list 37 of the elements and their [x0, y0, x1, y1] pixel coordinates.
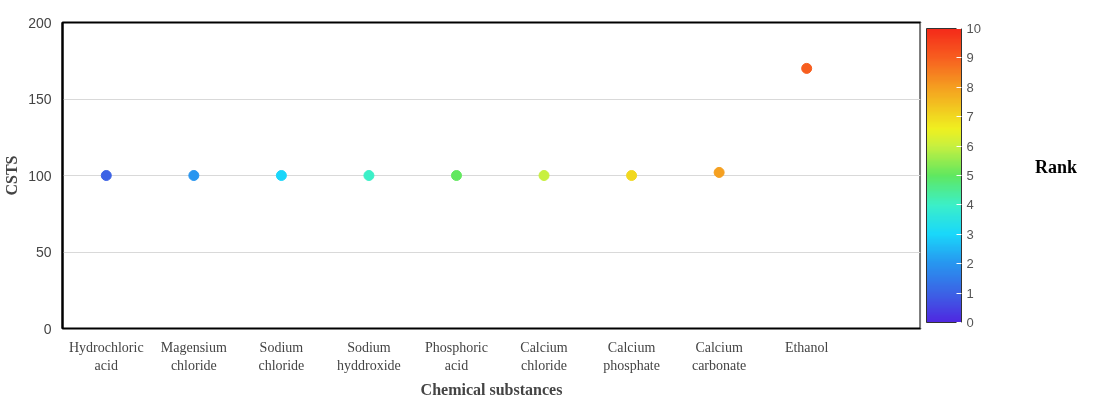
x-tick-label: Sodium chloride	[258, 339, 305, 373]
x-tick-label: Calcium chloride	[520, 339, 568, 373]
color-bar-label: 3	[966, 226, 974, 242]
y-axis-title: CSTS	[3, 155, 21, 196]
color-bar-label: 2	[966, 256, 974, 272]
y-tick-label: 50	[35, 244, 52, 260]
color-bar-title: Rank	[1035, 156, 1078, 179]
x-tick-label: Magensium chloride	[160, 339, 227, 373]
color-bar-label: 8	[966, 79, 974, 95]
point	[801, 62, 813, 74]
color-bar-label: 0	[966, 315, 974, 330]
x-tick-label: Sodium hyddroxide	[337, 339, 401, 373]
x-axis-title: Chemical substances	[420, 380, 563, 398]
y-tick-label: 150	[28, 91, 52, 107]
point	[100, 170, 112, 181]
point	[626, 170, 638, 181]
color-bar-label: 9	[966, 50, 974, 66]
x-tick-label: Hydrochloric acid	[68, 339, 144, 373]
color-bar-label: 6	[966, 138, 974, 154]
y-tick-label: 0	[43, 320, 52, 337]
point	[713, 166, 725, 178]
x-tick-label: Calcium phosphate	[603, 339, 660, 373]
x-tick-label: Ethanol	[784, 339, 829, 355]
color-bar-label: 4	[966, 197, 974, 213]
point	[188, 170, 200, 181]
color-bar-label: 10	[966, 21, 981, 36]
y-tick-label: 200	[28, 14, 52, 31]
color-bar-label: 7	[966, 109, 974, 125]
x-tick-label: Phosphoric acid	[424, 339, 488, 373]
point	[538, 170, 550, 181]
x-tick-label: Calcium carbonate	[691, 339, 747, 373]
point	[450, 170, 462, 181]
color-bar-label: 1	[966, 285, 974, 301]
point	[275, 170, 287, 181]
y-tick-label: 100	[28, 167, 52, 184]
color-bar-label: 5	[966, 168, 974, 183]
point	[363, 170, 375, 181]
